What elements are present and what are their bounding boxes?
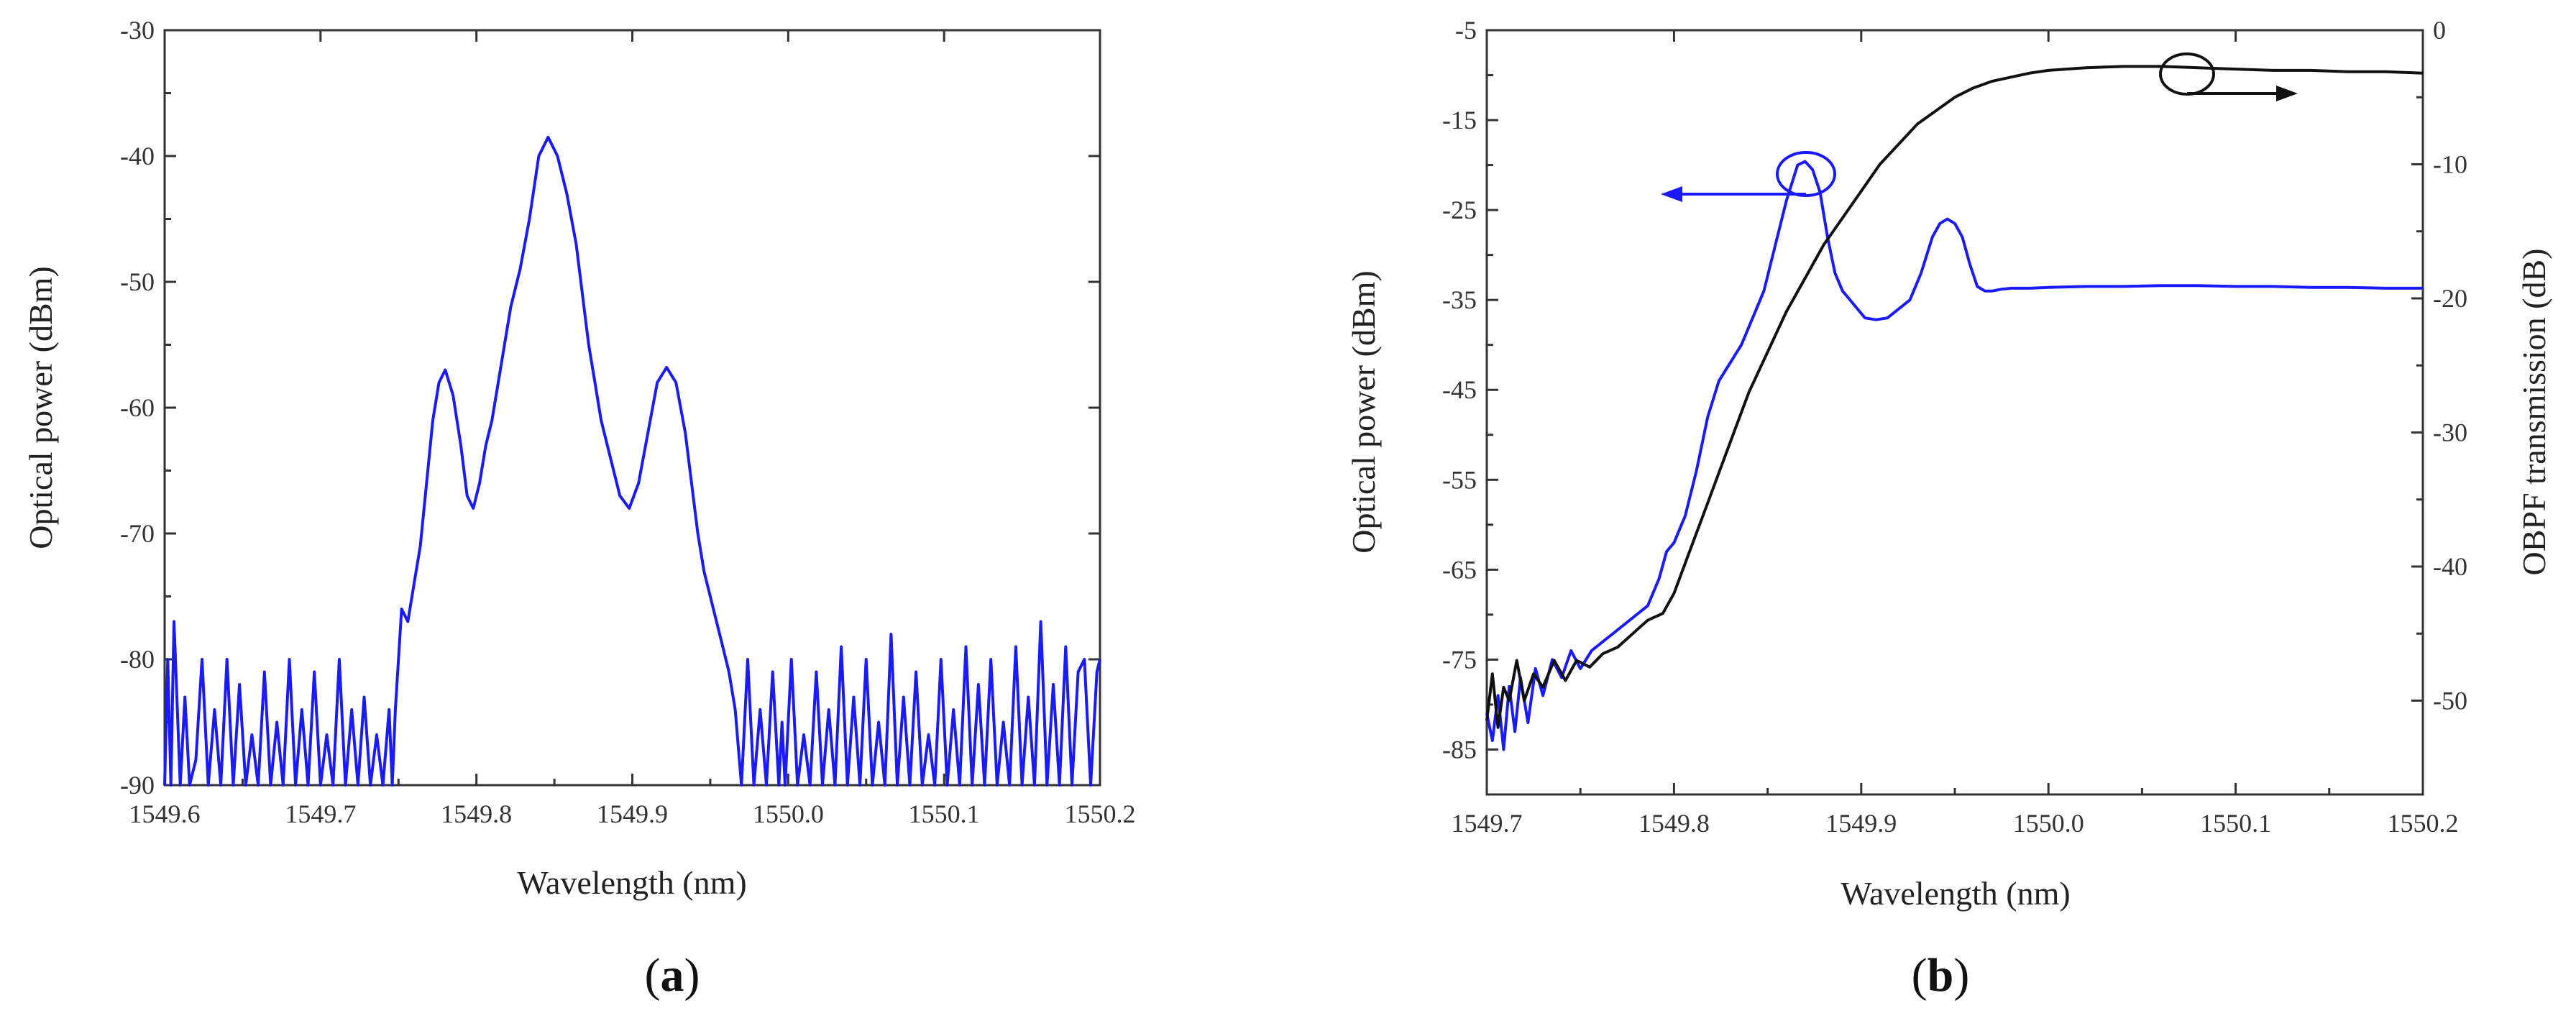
y2-tick-label: -30 <box>2433 418 2467 446</box>
x-tick-label: 1550.1 <box>909 800 980 828</box>
y-tick-label: -60 <box>120 393 155 422</box>
x-tick-label: 1549.8 <box>441 800 512 828</box>
x-tick-label: 1549.8 <box>1638 809 1710 838</box>
optical-power-line <box>163 135 1101 787</box>
panel-a: 1549.6 1549.7 1549.8 1549.9 1550.0 1550.1 1550… <box>22 16 1136 1002</box>
panel-a-y-ticks: -90 -80 -70 -60 -50 -40 -30 <box>120 16 1100 800</box>
y-tick-label: -5 <box>1455 16 1477 45</box>
y-tick-label: -50 <box>120 267 155 296</box>
x-tick-label: 1550.0 <box>753 800 824 828</box>
x-tick-label: 1550.1 <box>2200 809 2271 838</box>
panel-a-series <box>163 135 1101 787</box>
y-tick-label: -85 <box>1442 735 1477 764</box>
y-tick-label: -35 <box>1442 285 1477 314</box>
y-tick-label: -25 <box>1442 196 1477 224</box>
x-tick-label: 1550.2 <box>2388 809 2459 838</box>
panel-b-label-close: ) <box>1953 949 1969 1002</box>
y2-tick-label: -10 <box>2433 150 2467 178</box>
y-tick-label: -80 <box>120 645 155 674</box>
panel-a-x-axis-title: Wavelength (nm) <box>517 864 746 901</box>
y-tick-label: -55 <box>1442 465 1477 494</box>
panel-a-label-open: ( <box>645 949 661 1002</box>
panel-a-plot-frame <box>163 29 1101 787</box>
panel-a-label-letter: a <box>661 949 684 1002</box>
y2-tick-label: -20 <box>2433 284 2467 313</box>
x-tick-label: 1549.7 <box>1452 809 1523 838</box>
panel-a-y-axis-title: Optical power (dBm) <box>22 266 59 549</box>
y2-tick-label: 0 <box>2433 16 2446 45</box>
y-tick-label: -40 <box>120 142 155 170</box>
panel-b-label-open: ( <box>1912 949 1928 1002</box>
x-tick-label: 1550.2 <box>1065 800 1136 828</box>
x-tick-label: 1550.0 <box>2013 809 2084 838</box>
obpf-transmission-line <box>1485 65 2424 729</box>
x-tick-label: 1549.7 <box>285 800 356 828</box>
optical-power-line <box>1485 160 2423 751</box>
y2-tick-label: -50 <box>2433 686 2467 715</box>
y-tick-label: -30 <box>120 16 155 45</box>
panel-b-x-axis-title: Wavelength (nm) <box>1841 875 2070 912</box>
panel-a-x-ticks: 1549.6 1549.7 1549.8 1549.9 1550.0 1550.1 1550… <box>129 30 1136 828</box>
y-tick-label: -70 <box>120 519 155 548</box>
panel-a-label-close: ) <box>684 949 700 1002</box>
panel-b-plot-frame <box>1485 29 2424 796</box>
panel-b-annotations <box>1661 52 2298 202</box>
y-tick-label: -75 <box>1442 645 1477 674</box>
black-curve-marker-circle <box>2159 52 2215 96</box>
panel-b: 1549.7 1549.8 1549.9 1550.0 1550.1 1550.2 -85… <box>1345 16 2552 1002</box>
panel-b-y2-axis-title: OBPF transmission (dB) <box>2516 249 2552 576</box>
y-tick-label: -65 <box>1442 555 1477 584</box>
panel-b-y-axis-title: Optical power (dBm) <box>1345 270 1382 553</box>
panel-b-x-ticks: 1549.7 1549.8 1549.9 1550.0 1550.1 1550.2 <box>1452 30 2459 838</box>
blue-arrow-head-icon <box>1661 186 1682 202</box>
y2-tick-label: -40 <box>2433 552 2467 581</box>
panel-b-y2-ticks: -50 -40 -30 -20 -10 0 <box>2411 16 2467 715</box>
x-tick-label: 1549.6 <box>129 800 201 828</box>
blue-curve-marker-circle <box>1776 151 1836 197</box>
x-tick-label: 1549.9 <box>1825 809 1897 838</box>
panel-b-label-letter: b <box>1928 949 1954 1002</box>
panel-b-label: (b) <box>1912 949 1970 1002</box>
panel-b-series <box>1485 65 2424 751</box>
x-tick-label: 1549.9 <box>597 800 668 828</box>
panel-a-label: (a) <box>645 949 700 1002</box>
black-arrow-head-icon <box>2276 86 2298 101</box>
panel-b-y-ticks: -85 -75 -65 -55 -45 -35 -25 -15 -5 <box>1442 16 1498 764</box>
y-tick-label: -90 <box>120 771 155 800</box>
y-tick-label: -15 <box>1442 106 1477 134</box>
y-tick-label: -45 <box>1442 375 1477 404</box>
